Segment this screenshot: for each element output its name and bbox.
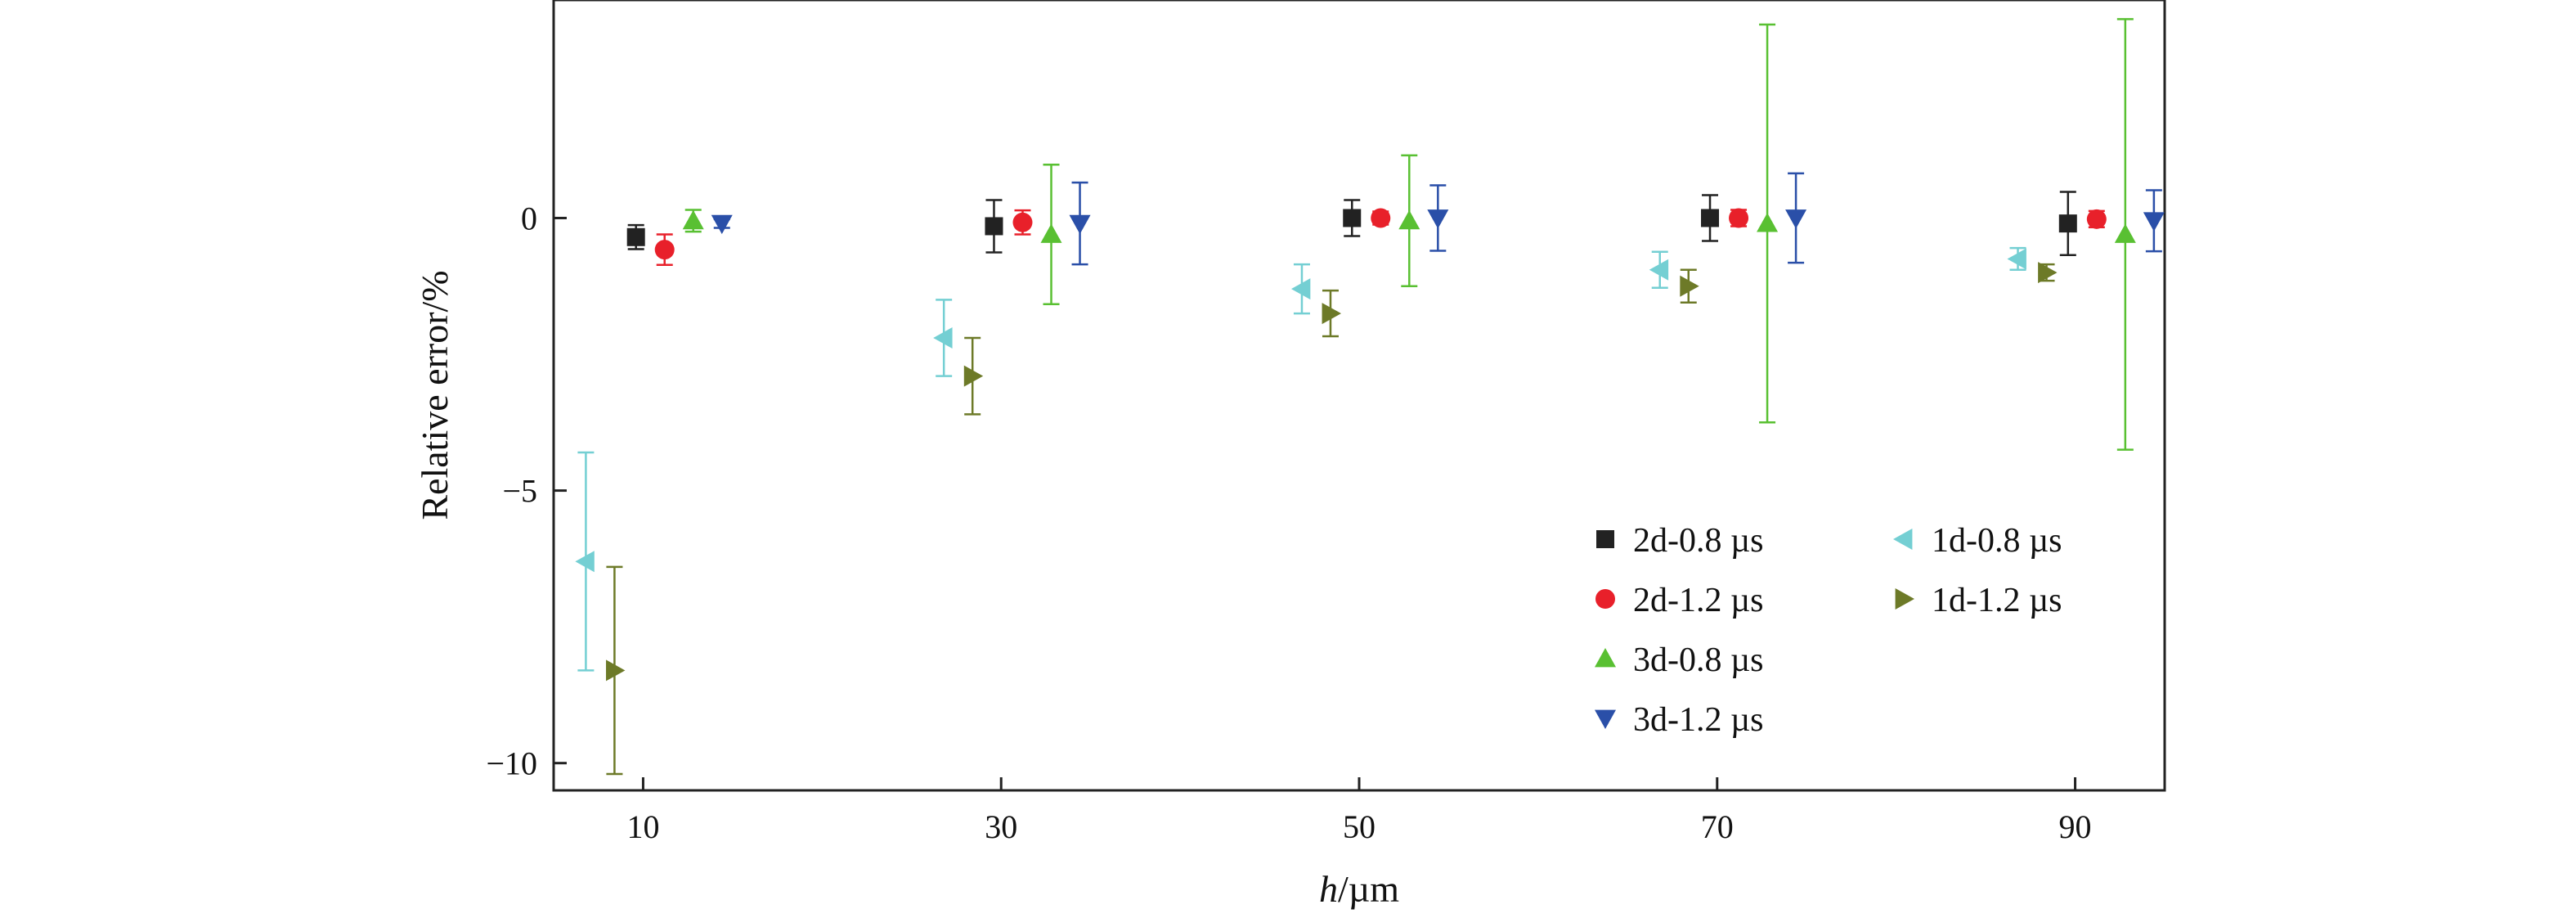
x-tick-label: 50 [1343, 808, 1376, 845]
data-point [2086, 209, 2107, 229]
x-tick-label: 90 [2059, 808, 2092, 845]
legend-label: 2d-0.8 µs [1633, 522, 1764, 560]
data-point [963, 365, 984, 387]
data-point [2058, 214, 2077, 233]
y-tick-label: −5 [502, 473, 537, 510]
series-2 [654, 208, 2107, 267]
x-axis-label: h/µm [1319, 868, 1399, 910]
data-point [2114, 223, 2136, 243]
data-point [1371, 208, 1391, 228]
data-point [575, 551, 595, 573]
data-point [933, 327, 953, 349]
legend-marker [1595, 589, 1615, 609]
data-series [575, 18, 2165, 776]
data-point [1427, 209, 1449, 229]
series-1 [626, 191, 2077, 257]
legend-label: 1d-1.2 µs [1932, 582, 2062, 619]
series-4 [711, 172, 2165, 266]
x-tick-label: 10 [626, 808, 659, 845]
data-point [2038, 262, 2058, 284]
data-point [2143, 212, 2165, 232]
y-axis-ticks: −10 −5 0 [486, 200, 567, 782]
data-point [1729, 208, 1749, 228]
data-point [626, 227, 645, 246]
y-tick-label: 0 [521, 200, 537, 236]
y-axis-label: Relative error/% [414, 270, 456, 520]
data-point [1701, 209, 1720, 227]
data-point [1649, 259, 1669, 281]
data-point [1680, 275, 1699, 297]
data-point [1785, 209, 1807, 229]
data-point [654, 240, 675, 260]
data-point [2007, 248, 2026, 270]
legend-marker [1893, 529, 1913, 550]
data-point [711, 214, 733, 235]
legend-label: 1d-0.8 µs [1932, 522, 2062, 560]
plot-frame [552, 0, 2166, 792]
data-point [1069, 214, 1091, 235]
data-point [985, 217, 1003, 236]
data-point [606, 659, 626, 682]
x-tick-label: 70 [1701, 808, 1734, 845]
data-point [1757, 213, 1779, 232]
legend-marker [1895, 588, 1914, 610]
series-6 [606, 262, 2058, 776]
legend-marker [1595, 709, 1616, 729]
data-point [1343, 209, 1362, 227]
y-tick-label: −10 [486, 745, 537, 782]
x-axis-ticks: 10 30 50 70 90 [626, 777, 2092, 845]
data-point [1398, 209, 1420, 230]
series-5 [575, 246, 2026, 672]
legend: 2d-0.8 µs 2d-1.2 µs 3d-0.8 µs 3d-1.2 µs 1d-0… [1595, 522, 2062, 739]
legend-label: 3d-1.2 µs [1633, 701, 1764, 739]
legend-marker [1595, 648, 1616, 668]
series-3 [682, 18, 2136, 451]
data-point [1290, 278, 1311, 300]
data-point [682, 209, 704, 230]
legend-marker [1596, 530, 1614, 548]
legend-label: 2d-1.2 µs [1633, 582, 1764, 619]
legend-label: 3d-0.8 µs [1633, 641, 1764, 679]
data-point [1012, 212, 1033, 232]
x-tick-label: 30 [985, 808, 1017, 845]
data-point [1322, 303, 1341, 325]
data-point [1040, 223, 1062, 243]
